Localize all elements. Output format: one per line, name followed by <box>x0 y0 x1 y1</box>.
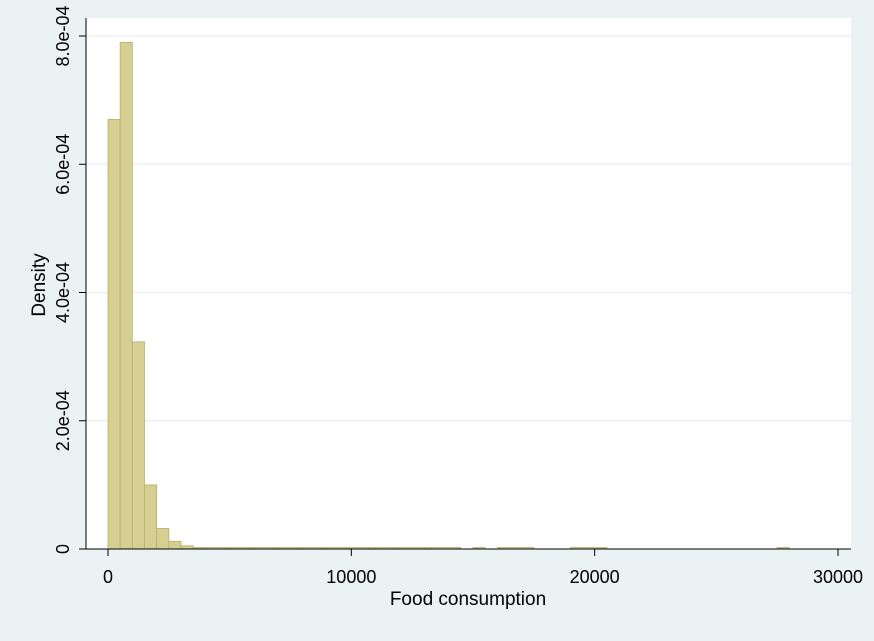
x-tick-label-0: 0 <box>103 567 113 587</box>
x-tick-label-2: 20000 <box>570 567 620 587</box>
y-tick-label-4: 8.0e-04 <box>53 5 73 66</box>
x-tick-label-3: 30000 <box>813 567 863 587</box>
y-tick-label-2: 4.0e-04 <box>53 262 73 323</box>
y-tick-label-0: 0 <box>53 544 73 554</box>
y-ticks: 0 2.0e-04 4.0e-04 6.0e-04 8.0e-04 <box>53 5 86 554</box>
y-tick-label-1: 2.0e-04 <box>53 390 73 451</box>
axes <box>85 18 851 550</box>
histogram-bar-2 <box>131 341 145 550</box>
histogram-bar-4 <box>156 528 170 550</box>
x-tick-label-1: 10000 <box>326 567 376 587</box>
gridlines <box>86 35 851 422</box>
y-tick-label-3: 6.0e-04 <box>53 134 73 195</box>
x-ticks: 0 10000 20000 30000 <box>103 549 863 587</box>
histogram-bar-3 <box>144 484 158 550</box>
x-axis-label: Food consumption <box>390 589 546 610</box>
histogram-bar-0 <box>107 118 121 550</box>
plot-background <box>86 18 851 549</box>
histogram-bar-1 <box>119 42 133 550</box>
y-axis-label: Density <box>29 253 50 317</box>
histogram-bar-5 <box>168 540 182 550</box>
bars <box>107 42 790 550</box>
